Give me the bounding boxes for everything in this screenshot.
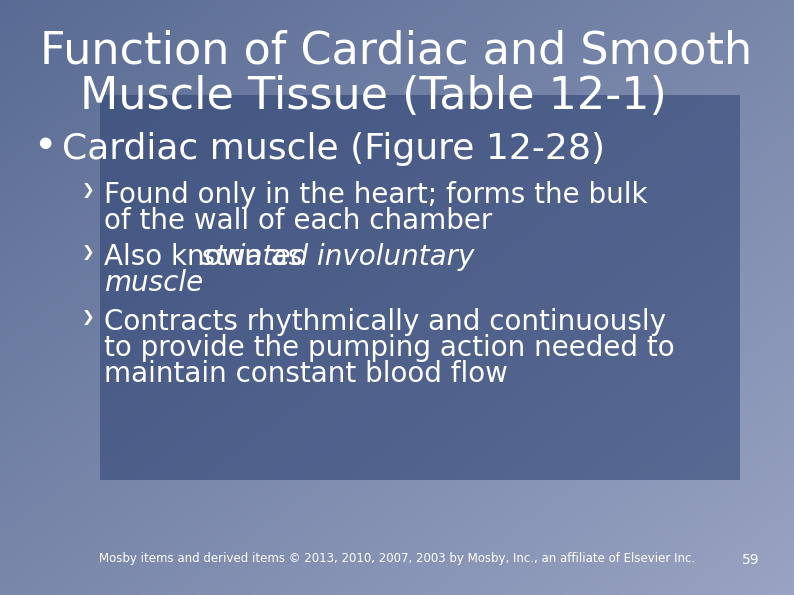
Text: of the wall of each chamber: of the wall of each chamber xyxy=(104,207,492,235)
FancyBboxPatch shape xyxy=(100,95,740,480)
Text: Also known as: Also known as xyxy=(104,243,311,271)
Text: ❯: ❯ xyxy=(82,245,94,260)
Text: striated involuntary: striated involuntary xyxy=(202,243,475,271)
Text: ❯: ❯ xyxy=(82,310,94,325)
Text: maintain constant blood flow: maintain constant blood flow xyxy=(104,360,508,388)
Text: Muscle Tissue (Table 12-1): Muscle Tissue (Table 12-1) xyxy=(80,75,667,118)
Text: Found only in the heart; forms the bulk: Found only in the heart; forms the bulk xyxy=(104,181,647,209)
Text: to provide the pumping action needed to: to provide the pumping action needed to xyxy=(104,334,675,362)
Text: Contracts rhythmically and continuously: Contracts rhythmically and continuously xyxy=(104,308,666,336)
Text: muscle: muscle xyxy=(104,269,203,297)
Text: Function of Cardiac and Smooth: Function of Cardiac and Smooth xyxy=(40,30,752,73)
Text: ❯: ❯ xyxy=(82,183,94,198)
Text: 59: 59 xyxy=(742,553,760,567)
Text: Cardiac muscle (Figure 12-28): Cardiac muscle (Figure 12-28) xyxy=(62,132,605,166)
Text: Mosby items and derived items © 2013, 2010, 2007, 2003 by Mosby, Inc., an affili: Mosby items and derived items © 2013, 20… xyxy=(99,552,695,565)
Text: ●: ● xyxy=(38,135,52,150)
